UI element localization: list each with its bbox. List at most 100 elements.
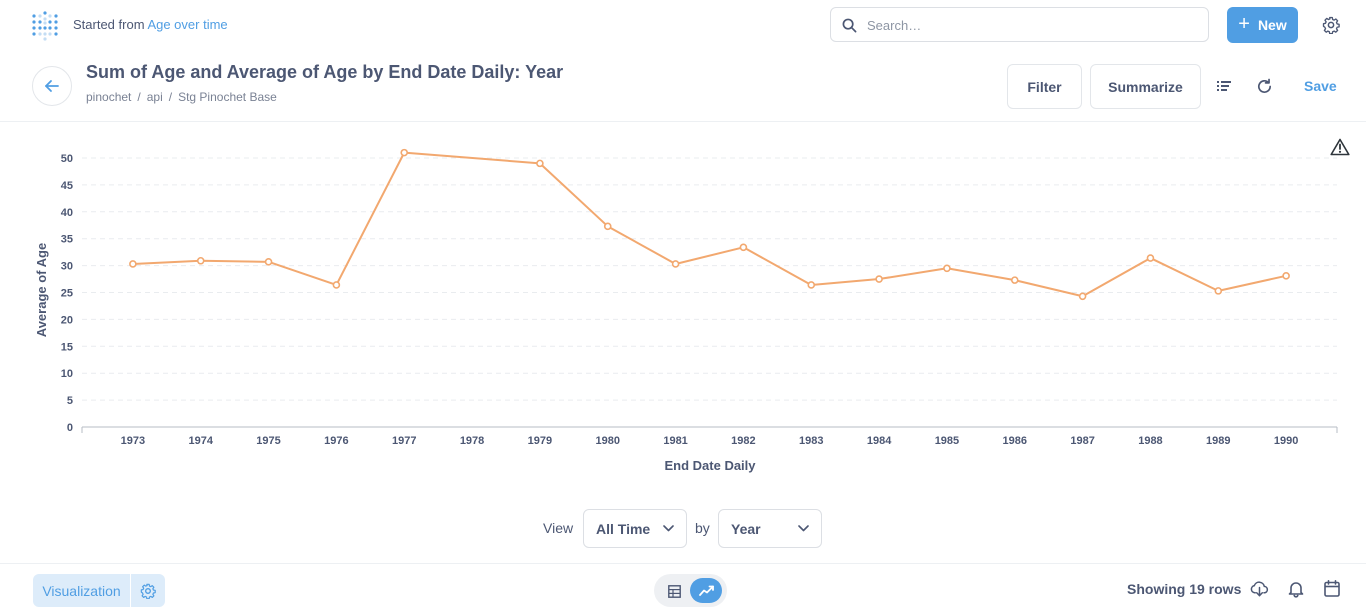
breadcrumb-table[interactable]: Stg Pinochet Base [178,90,277,104]
x-tick-label: 1982 [731,435,755,447]
new-button-label: New [1257,17,1287,33]
view-label: View [543,520,574,536]
x-tick-label: 1977 [392,435,416,447]
breadcrumb-database[interactable]: pinochet [86,90,132,104]
line-chart-icon [698,585,714,596]
time-range-value: All Time [596,521,651,537]
chart-grid [82,157,1337,401]
time-unit-value: Year [731,521,761,537]
header-divider [0,121,1366,122]
y-axis-ticks: 0 5 10 15 20 25 30 35 40 45 50 [61,153,73,434]
visualization-button[interactable]: Visualization [33,574,130,607]
x-tick-label: 1987 [1070,435,1094,447]
x-tick-label: 1983 [799,435,823,447]
y-tick-label: 10 [61,368,73,380]
x-tick-label: 1980 [596,435,620,447]
x-tick-label: 1985 [935,435,959,447]
breadcrumb-separator: / [168,90,173,104]
y-tick-label: 5 [67,395,73,407]
table-view-button[interactable] [663,580,685,602]
back-button[interactable] [32,66,72,106]
list-icon[interactable] [1217,79,1231,93]
table-icon [667,584,681,598]
data-point [332,281,341,289]
data-point [807,281,816,289]
x-tick-label: 1974 [188,435,213,447]
plus-icon: + [1238,13,1250,35]
search-bar[interactable] [830,7,1209,42]
x-tick-label: 1979 [528,435,552,447]
data-point [1214,287,1223,295]
y-axis-title: Average of Age [34,243,49,337]
x-axis: 1973 1974 1975 1976 1977 1978 1979 1980 1981 1982… [81,426,1338,447]
breadcrumb-schema[interactable]: api [146,90,163,104]
data-point [1078,292,1087,301]
visualization-settings-button[interactable] [131,574,165,607]
started-from-text: Started from Age over time [73,17,228,32]
search-icon [842,18,857,33]
y-tick-label: 45 [61,180,73,192]
data-point [264,258,273,266]
data-point [671,260,680,268]
x-tick-label: 1984 [867,435,892,447]
x-tick-label: 1986 [1003,435,1027,447]
data-point [875,275,883,283]
warning-icon[interactable] [1330,138,1350,156]
series-line [132,151,1287,298]
data-point [536,159,544,168]
y-tick-label: 15 [61,341,73,353]
y-tick-label: 0 [67,422,73,434]
summarize-button[interactable]: Summarize [1090,64,1201,109]
chevron-down-icon [663,525,674,532]
bell-icon[interactable] [1287,580,1305,598]
footer-divider [0,563,1366,564]
data-point [1146,254,1155,262]
time-unit-select[interactable]: Year [718,509,822,548]
top-bar: Started from Age over time + New [0,0,1366,52]
time-range-select[interactable]: All Time [583,509,687,548]
arrow-left-icon [45,80,59,92]
metabase-logo-icon[interactable] [31,11,59,41]
new-button[interactable]: + New [1227,7,1298,43]
refresh-icon[interactable] [1256,78,1273,95]
data-point [1010,276,1019,284]
chart-view-button[interactable] [690,578,722,603]
x-tick-label: 1981 [663,435,687,447]
chart-series [129,148,1290,301]
y-tick-label: 20 [61,314,73,326]
data-point [943,264,951,273]
page-title[interactable]: Sum of Age and Average of Age by End Dat… [86,62,564,82]
data-point [739,243,748,252]
by-label: by [695,520,710,536]
filter-button[interactable]: Filter [1007,64,1082,109]
gear-icon [140,583,156,599]
chevron-down-icon [798,525,809,532]
x-tick-label: 1978 [460,435,484,447]
cloud-download-icon[interactable] [1250,580,1269,597]
y-tick-label: 25 [61,288,73,300]
data-point [1282,272,1290,280]
y-tick-label: 30 [61,261,73,273]
search-input[interactable] [867,14,1197,36]
y-tick-label: 35 [61,234,73,246]
x-tick-label: 1976 [324,435,348,447]
y-tick-label: 40 [61,207,73,219]
x-tick-label: 1973 [121,435,145,447]
calendar-icon[interactable] [1324,580,1340,597]
x-axis-title: End Date Daily [664,458,756,473]
save-button[interactable]: Save [1304,78,1337,94]
data-point [196,256,205,265]
row-count: Showing 19 rows [1127,581,1242,597]
x-tick-label: 1989 [1206,435,1230,447]
y-tick-label: 50 [61,153,73,165]
gear-icon[interactable] [1322,16,1340,34]
started-from-link[interactable]: Age over time [147,17,228,32]
view-toggle [654,574,727,607]
data-point [603,222,612,231]
breadcrumb: pinochet / api / Stg Pinochet Base [86,90,277,104]
x-tick-label: 1975 [256,435,280,447]
x-tick-label: 1988 [1138,435,1162,447]
data-point [400,148,409,157]
started-from-prefix: Started from [73,17,145,32]
